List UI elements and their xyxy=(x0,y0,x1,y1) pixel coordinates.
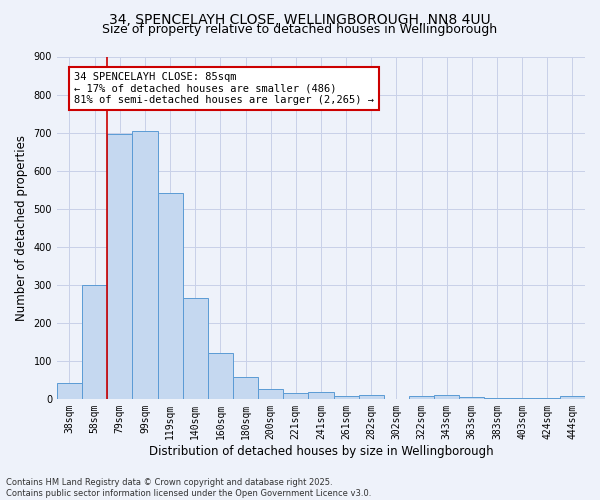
Bar xyxy=(158,194,182,399)
X-axis label: Distribution of detached houses by size in Wellingborough: Distribution of detached houses by size … xyxy=(149,444,493,458)
Text: 34 SPENCELAYH CLOSE: 85sqm
← 17% of detached houses are smaller (486)
81% of sem: 34 SPENCELAYH CLOSE: 85sqm ← 17% of deta… xyxy=(74,72,374,105)
Bar xyxy=(484,398,509,399)
Bar xyxy=(57,383,82,399)
Bar xyxy=(258,390,283,399)
Bar xyxy=(359,395,384,399)
Bar xyxy=(283,393,308,399)
Bar xyxy=(434,395,459,399)
Bar xyxy=(409,396,434,399)
Bar xyxy=(107,134,133,399)
Text: Size of property relative to detached houses in Wellingborough: Size of property relative to detached ho… xyxy=(103,22,497,36)
Bar xyxy=(208,353,233,399)
Bar xyxy=(308,392,334,399)
Bar xyxy=(334,396,359,399)
Bar xyxy=(560,396,585,399)
Bar xyxy=(459,397,484,399)
Y-axis label: Number of detached properties: Number of detached properties xyxy=(15,134,28,320)
Bar xyxy=(82,284,107,399)
Text: 34, SPENCELAYH CLOSE, WELLINGBOROUGH, NN8 4UU: 34, SPENCELAYH CLOSE, WELLINGBOROUGH, NN… xyxy=(109,12,491,26)
Bar xyxy=(535,398,560,399)
Bar xyxy=(182,298,208,399)
Bar xyxy=(233,377,258,399)
Bar xyxy=(133,130,158,399)
Text: Contains HM Land Registry data © Crown copyright and database right 2025.
Contai: Contains HM Land Registry data © Crown c… xyxy=(6,478,371,498)
